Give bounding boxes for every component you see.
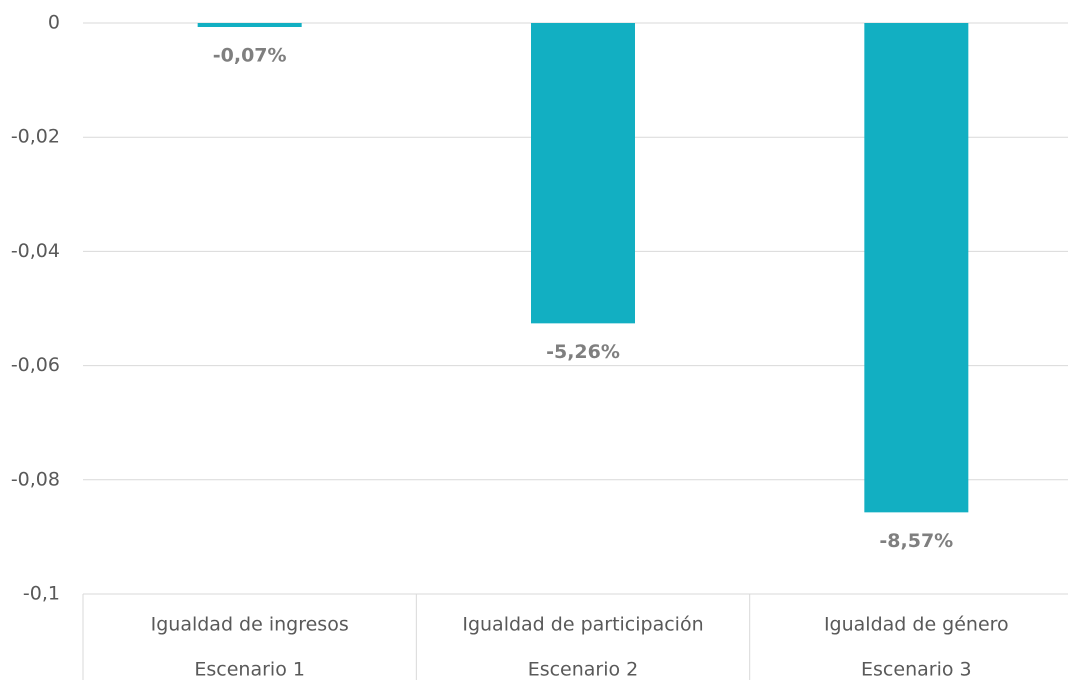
bar bbox=[531, 23, 635, 324]
x-group-label: Escenario 1 bbox=[194, 659, 305, 680]
y-tick-label: -0,1 bbox=[23, 583, 60, 605]
bar bbox=[197, 23, 302, 27]
bar bbox=[864, 23, 969, 513]
x-tick-label: Igualdad de participación bbox=[462, 614, 703, 636]
y-tick-label: 0 bbox=[48, 12, 60, 34]
value-label: -0,07% bbox=[213, 44, 287, 66]
y-tick-label: -0,04 bbox=[11, 240, 60, 262]
value-label: -8,57% bbox=[879, 530, 953, 552]
x-group-label: Escenario 2 bbox=[528, 659, 639, 680]
x-tick-label: Igualdad de género bbox=[824, 614, 1009, 636]
y-tick-label: -0,08 bbox=[11, 468, 60, 490]
value-label: -5,26% bbox=[546, 341, 620, 363]
x-group-label: Escenario 3 bbox=[861, 659, 972, 680]
y-tick-label: -0,06 bbox=[11, 354, 60, 376]
x-tick-label: Igualdad de ingresos bbox=[151, 614, 349, 636]
y-tick-label: -0,02 bbox=[11, 126, 60, 148]
